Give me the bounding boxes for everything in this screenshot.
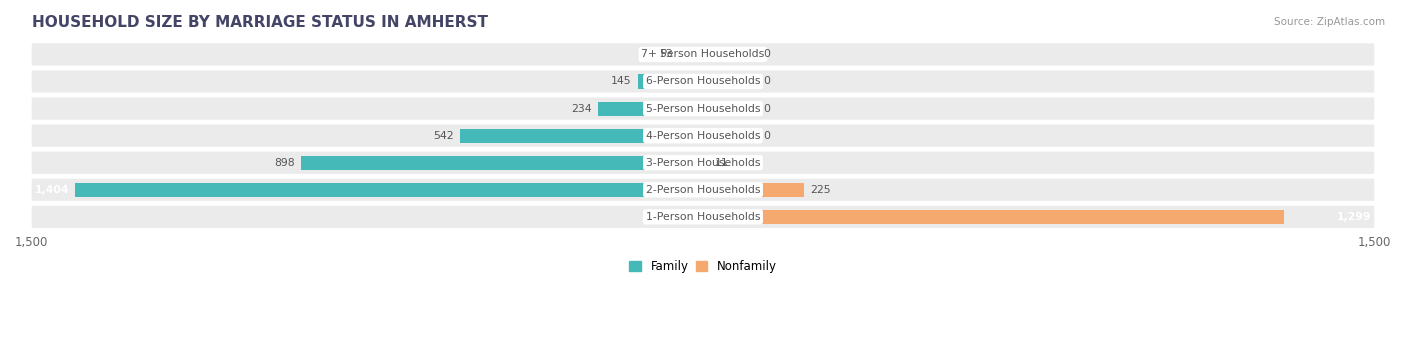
FancyBboxPatch shape	[32, 98, 1374, 120]
Text: 5-Person Households: 5-Person Households	[645, 104, 761, 114]
Text: 4-Person Households: 4-Person Households	[645, 131, 761, 141]
Bar	[460, 129, 703, 143]
Bar	[703, 74, 756, 88]
Text: 11: 11	[714, 158, 728, 168]
Bar	[301, 156, 703, 170]
FancyBboxPatch shape	[32, 124, 1374, 147]
Text: 234: 234	[571, 104, 592, 114]
Text: 53: 53	[659, 49, 672, 60]
Text: 542: 542	[433, 131, 454, 141]
Text: 1,404: 1,404	[35, 185, 70, 195]
Bar	[703, 183, 804, 197]
Bar	[75, 183, 703, 197]
Text: 3-Person Households: 3-Person Households	[645, 158, 761, 168]
Bar	[703, 156, 709, 170]
FancyBboxPatch shape	[32, 206, 1374, 228]
Text: 2-Person Households: 2-Person Households	[645, 185, 761, 195]
Text: 1-Person Households: 1-Person Households	[645, 212, 761, 222]
Text: 6-Person Households: 6-Person Households	[645, 76, 761, 86]
FancyBboxPatch shape	[32, 43, 1374, 66]
Legend: Family, Nonfamily: Family, Nonfamily	[624, 255, 782, 277]
Text: 0: 0	[763, 49, 770, 60]
Bar	[703, 47, 756, 62]
Bar	[638, 74, 703, 88]
Bar	[703, 129, 756, 143]
Bar	[679, 47, 703, 62]
FancyBboxPatch shape	[32, 179, 1374, 201]
Text: 0: 0	[763, 131, 770, 141]
Bar	[703, 210, 1284, 224]
Bar	[703, 102, 756, 116]
FancyBboxPatch shape	[32, 70, 1374, 92]
Text: Source: ZipAtlas.com: Source: ZipAtlas.com	[1274, 17, 1385, 27]
Text: HOUSEHOLD SIZE BY MARRIAGE STATUS IN AMHERST: HOUSEHOLD SIZE BY MARRIAGE STATUS IN AMH…	[32, 15, 488, 30]
Text: 0: 0	[763, 76, 770, 86]
Text: 145: 145	[610, 76, 631, 86]
Text: 1,299: 1,299	[1336, 212, 1371, 222]
FancyBboxPatch shape	[32, 152, 1374, 174]
Text: 7+ Person Households: 7+ Person Households	[641, 49, 765, 60]
Text: 0: 0	[763, 104, 770, 114]
Text: 898: 898	[274, 158, 294, 168]
Text: 225: 225	[810, 185, 831, 195]
Bar	[599, 102, 703, 116]
